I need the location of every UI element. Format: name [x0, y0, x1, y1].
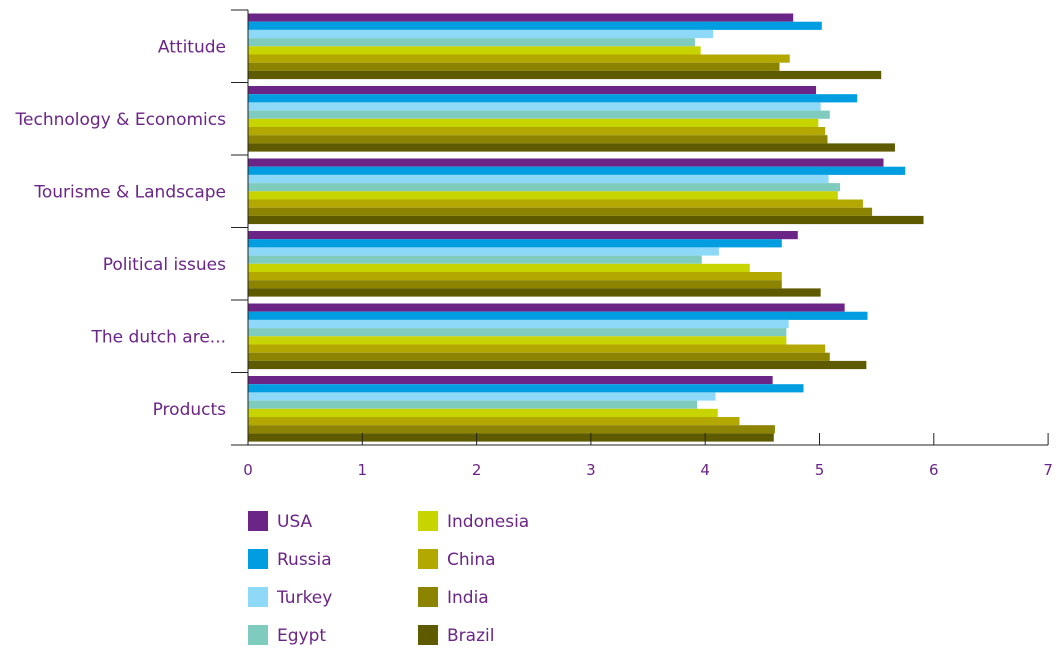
- bar-russia-tourisme-landscape: [248, 166, 906, 175]
- bar-turkey-attitude: [248, 29, 714, 39]
- bar-usa-tourisme-landscape: [248, 158, 884, 167]
- bar-russia-attitude: [248, 21, 822, 30]
- bar-egypt-political-issues: [248, 255, 702, 264]
- bar-india-technology-economics: [248, 135, 828, 144]
- bar-indonesia-the-dutch-are: [248, 336, 787, 345]
- bar-india-products: [248, 425, 775, 434]
- x-tick-label: 2: [472, 461, 482, 479]
- category-label-the-dutch-are: The dutch are...: [91, 327, 226, 347]
- legend-label-egypt: Egypt: [277, 626, 326, 646]
- x-ticks: 0 1 2 3 4 5 6 7: [243, 433, 1053, 479]
- bar-usa-technology-economics: [248, 86, 817, 95]
- legend: USA Russia Turkey Egypt Indonesia China India B…: [248, 511, 529, 646]
- bar-turkey-technology-economics: [248, 102, 821, 111]
- bar-brazil-political-issues: [248, 288, 821, 297]
- x-tick-label: 4: [700, 461, 710, 479]
- legend-label-china: China: [447, 550, 496, 570]
- bar-india-tourisme-landscape: [248, 207, 873, 216]
- bar-usa-attitude: [248, 13, 794, 22]
- bar-brazil-products: [248, 433, 774, 442]
- x-tick-label: 7: [1043, 461, 1053, 479]
- bar-brazil-attitude: [248, 70, 882, 80]
- category-label-tourisme-landscape: Tourisme & Landscape: [33, 182, 226, 202]
- x-tick-label: 3: [586, 461, 596, 479]
- bar-brazil-technology-economics: [248, 143, 895, 152]
- category-label-attitude: Attitude: [158, 37, 226, 57]
- bar-egypt-technology-economics: [248, 110, 830, 119]
- bar-russia-the-dutch-are: [248, 311, 868, 320]
- bar-china-the-dutch-are: [248, 344, 826, 353]
- category-label-political-issues: Political issues: [103, 255, 226, 275]
- bar-usa-political-issues: [248, 231, 798, 240]
- category-label-products: Products: [153, 400, 227, 420]
- category-labels: Attitude Technology & Economics Tourisme &…: [15, 37, 227, 420]
- bar-brazil-the-dutch-are: [248, 360, 867, 370]
- bar-egypt-products: [248, 400, 698, 409]
- x-tick-label: 5: [815, 461, 825, 479]
- bar-indonesia-political-issues: [248, 263, 750, 272]
- legend-label-indonesia: Indonesia: [447, 512, 529, 532]
- bar-indonesia-tourisme-landscape: [248, 191, 838, 200]
- bar-egypt-attitude: [248, 38, 695, 47]
- x-tick-label: 6: [929, 461, 939, 479]
- bar-egypt-the-dutch-are: [248, 328, 787, 337]
- y-category-ticks: [231, 9, 248, 446]
- bar-india-the-dutch-are: [248, 352, 830, 361]
- x-tick-label: 0: [243, 461, 253, 479]
- legend-swatch-turkey: [248, 587, 268, 607]
- bar-russia-political-issues: [248, 239, 782, 248]
- legend-label-brazil: Brazil: [447, 626, 494, 646]
- bar-india-attitude: [248, 62, 780, 71]
- legend-label-russia: Russia: [277, 550, 332, 570]
- bar-turkey-the-dutch-are: [248, 319, 789, 329]
- bar-turkey-tourisme-landscape: [248, 174, 829, 184]
- category-label-technology-economics: Technology & Economics: [15, 110, 227, 130]
- bar-indonesia-products: [248, 408, 718, 417]
- legend-swatch-egypt: [248, 625, 268, 645]
- legend-swatch-brazil: [418, 625, 438, 645]
- bar-china-political-issues: [248, 272, 782, 281]
- bars-group: [248, 13, 924, 442]
- bar-russia-products: [248, 384, 804, 393]
- bar-usa-products: [248, 376, 773, 385]
- bar-india-political-issues: [248, 280, 782, 289]
- legend-label-usa: USA: [277, 512, 313, 532]
- bar-china-technology-economics: [248, 127, 826, 136]
- bar-indonesia-attitude: [248, 46, 701, 55]
- bar-indonesia-technology-economics: [248, 118, 819, 127]
- legend-label-india: India: [447, 588, 489, 608]
- legend-swatch-indonesia: [418, 511, 438, 531]
- legend-swatch-china: [418, 549, 438, 569]
- bar-china-tourisme-landscape: [248, 199, 863, 208]
- bar-egypt-tourisme-landscape: [248, 183, 841, 192]
- legend-label-turkey: Turkey: [276, 588, 332, 608]
- legend-swatch-usa: [248, 511, 268, 531]
- bar-china-products: [248, 417, 740, 426]
- bar-russia-technology-economics: [248, 94, 858, 103]
- bar-usa-the-dutch-are: [248, 303, 845, 312]
- bar-turkey-products: [248, 392, 716, 401]
- x-tick-label: 1: [358, 461, 368, 479]
- legend-swatch-russia: [248, 549, 268, 569]
- bar-brazil-tourisme-landscape: [248, 215, 924, 225]
- legend-swatch-india: [418, 587, 438, 607]
- bar-turkey-political-issues: [248, 247, 719, 256]
- bar-china-attitude: [248, 54, 790, 63]
